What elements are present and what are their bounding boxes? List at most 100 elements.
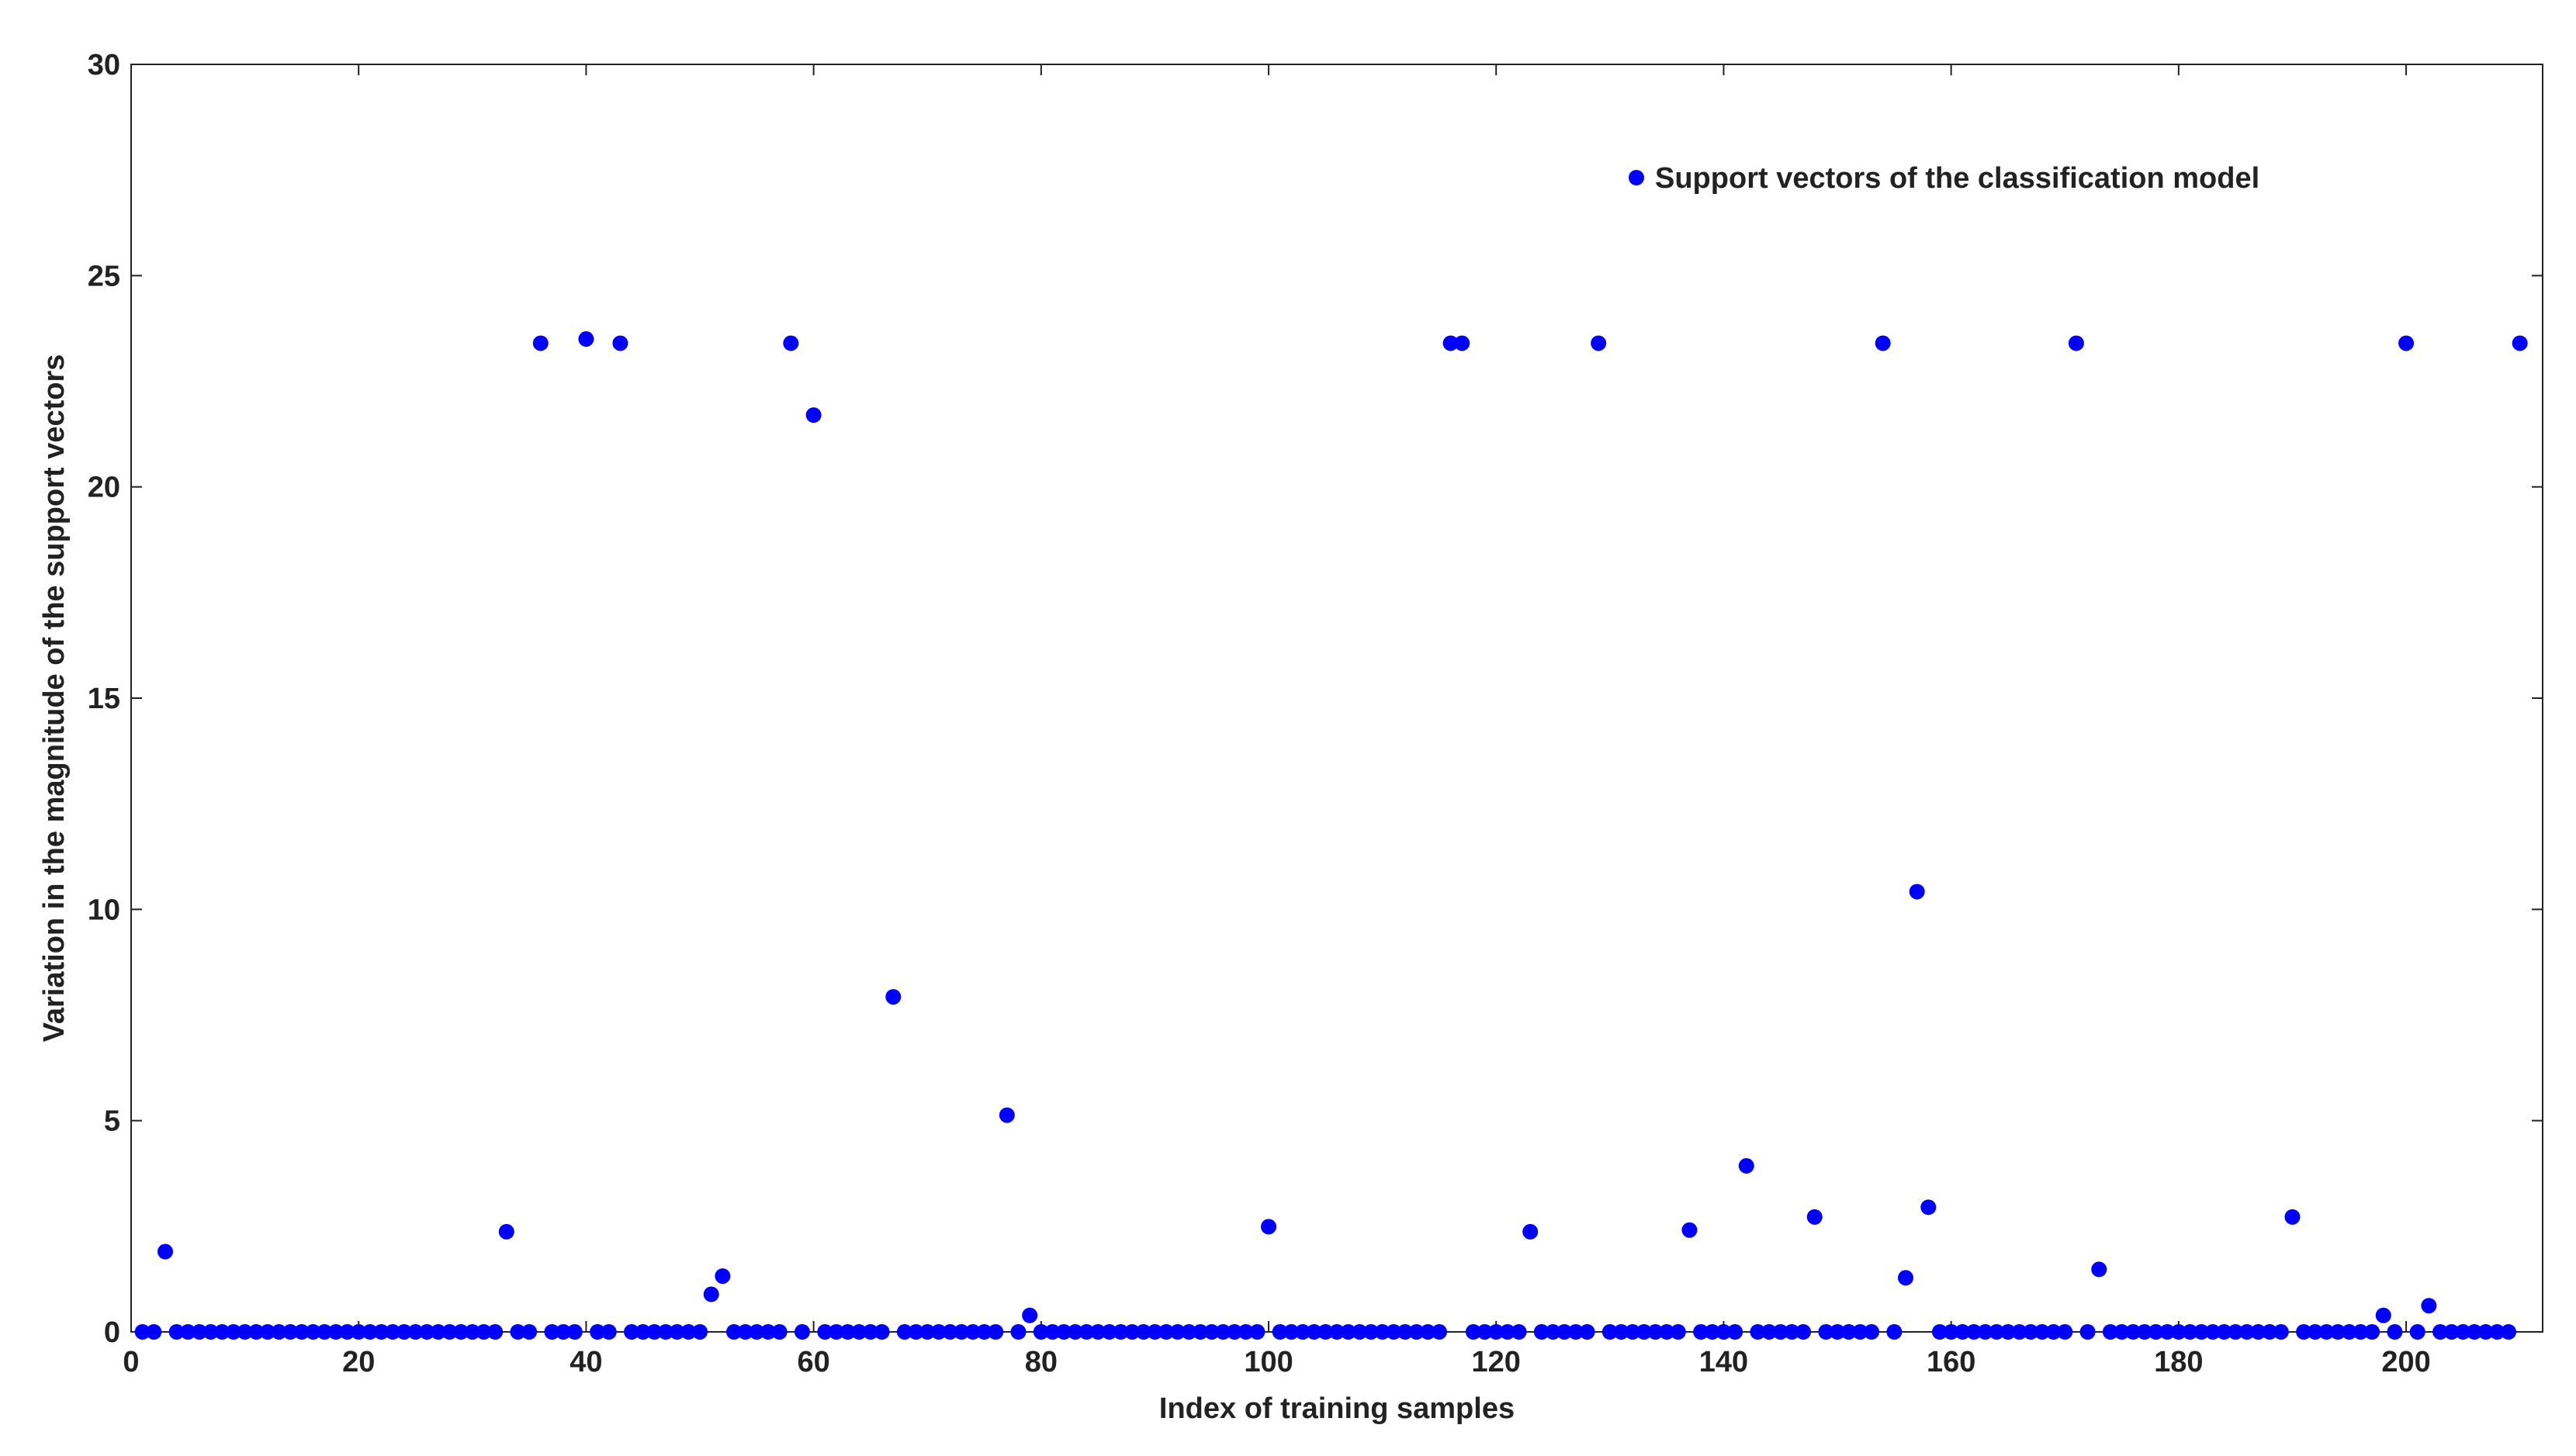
point (1965, 1324, 1982, 1340)
point (1329, 1324, 1345, 1340)
point (1397, 1324, 1413, 1340)
point (248, 1324, 265, 1340)
point (601, 1324, 617, 1340)
point (441, 1324, 458, 1340)
point (1659, 1324, 1675, 1340)
point (1477, 1324, 1493, 1340)
point (1374, 1324, 1390, 1340)
point (2125, 1324, 2141, 1340)
point (2409, 1324, 2425, 1340)
point (771, 1324, 788, 1340)
point (1625, 1324, 1641, 1340)
point (976, 1324, 992, 1340)
point (419, 1324, 435, 1340)
point (1647, 1324, 1664, 1340)
point (1022, 1307, 1038, 1323)
y-tick-label: 10 (88, 894, 120, 926)
point (680, 1324, 697, 1340)
x-tick-label: 20 (342, 1346, 375, 1378)
point (1193, 1324, 1209, 1340)
point (2477, 1324, 2494, 1340)
point (624, 1324, 640, 1340)
x-axis-label: Index of training samples (1159, 1392, 1515, 1425)
point (134, 1324, 151, 1340)
point (1670, 1324, 1686, 1340)
point (327, 1324, 344, 1340)
point (317, 1324, 333, 1340)
point (1306, 1324, 1322, 1340)
point (590, 1324, 606, 1340)
point (715, 1268, 731, 1285)
point (1932, 1324, 1948, 1340)
point (2114, 1324, 2130, 1340)
point (1795, 1324, 1812, 1340)
point (885, 989, 902, 1005)
point (1704, 1324, 1720, 1340)
y-tick-label: 5 (104, 1105, 120, 1138)
point (1864, 1324, 1880, 1340)
point (2193, 1324, 2210, 1340)
x-tick-label: 80 (1025, 1346, 1058, 1378)
point (2182, 1324, 2198, 1340)
point (2250, 1324, 2266, 1340)
point (1533, 1324, 1549, 1340)
point (1943, 1324, 1959, 1340)
point (1158, 1324, 1175, 1340)
point (191, 1324, 207, 1340)
point (1886, 1324, 1903, 1340)
point (1750, 1324, 1766, 1340)
point (874, 1324, 890, 1340)
point (737, 1324, 753, 1340)
point (726, 1324, 742, 1340)
point (2068, 335, 2084, 351)
point (1738, 1157, 1754, 1174)
point (1556, 1324, 1573, 1340)
point (1408, 1324, 1425, 1340)
point (1784, 1324, 1800, 1340)
point (1135, 1324, 1151, 1340)
point (2148, 1324, 2164, 1340)
point (1238, 1324, 1254, 1340)
point (2034, 1324, 2050, 1340)
point (1340, 1324, 1356, 1340)
point (259, 1324, 275, 1340)
point (942, 1324, 958, 1340)
point (1169, 1324, 1186, 1340)
point (1454, 335, 1470, 351)
point (225, 1324, 241, 1340)
point (988, 1324, 1004, 1340)
point (168, 1324, 185, 1340)
point (669, 1324, 685, 1340)
point (817, 1324, 833, 1340)
point (1079, 1324, 1095, 1340)
point (999, 1107, 1015, 1123)
point (2432, 1324, 2449, 1340)
x-tick-label: 40 (570, 1346, 602, 1378)
point (1227, 1324, 1243, 1340)
point (2364, 1324, 2380, 1340)
point (908, 1324, 924, 1340)
point (1272, 1324, 1288, 1340)
point (1716, 1324, 1732, 1340)
point (1431, 1324, 1447, 1340)
point (1636, 1324, 1652, 1340)
point (1295, 1324, 1311, 1340)
point (1693, 1324, 1709, 1340)
point (1056, 1324, 1072, 1340)
point (1465, 1324, 1481, 1340)
point (271, 1324, 287, 1340)
point (396, 1324, 412, 1340)
point (362, 1324, 378, 1340)
point (646, 1324, 663, 1340)
point (2455, 1324, 2471, 1340)
point (862, 1324, 878, 1340)
point (1067, 1324, 1083, 1340)
point (203, 1324, 219, 1340)
y-tick-label: 0 (104, 1316, 120, 1349)
point (1727, 1324, 1743, 1340)
point (1203, 1324, 1220, 1340)
point (658, 1324, 674, 1340)
point (282, 1324, 299, 1340)
point (476, 1324, 492, 1340)
